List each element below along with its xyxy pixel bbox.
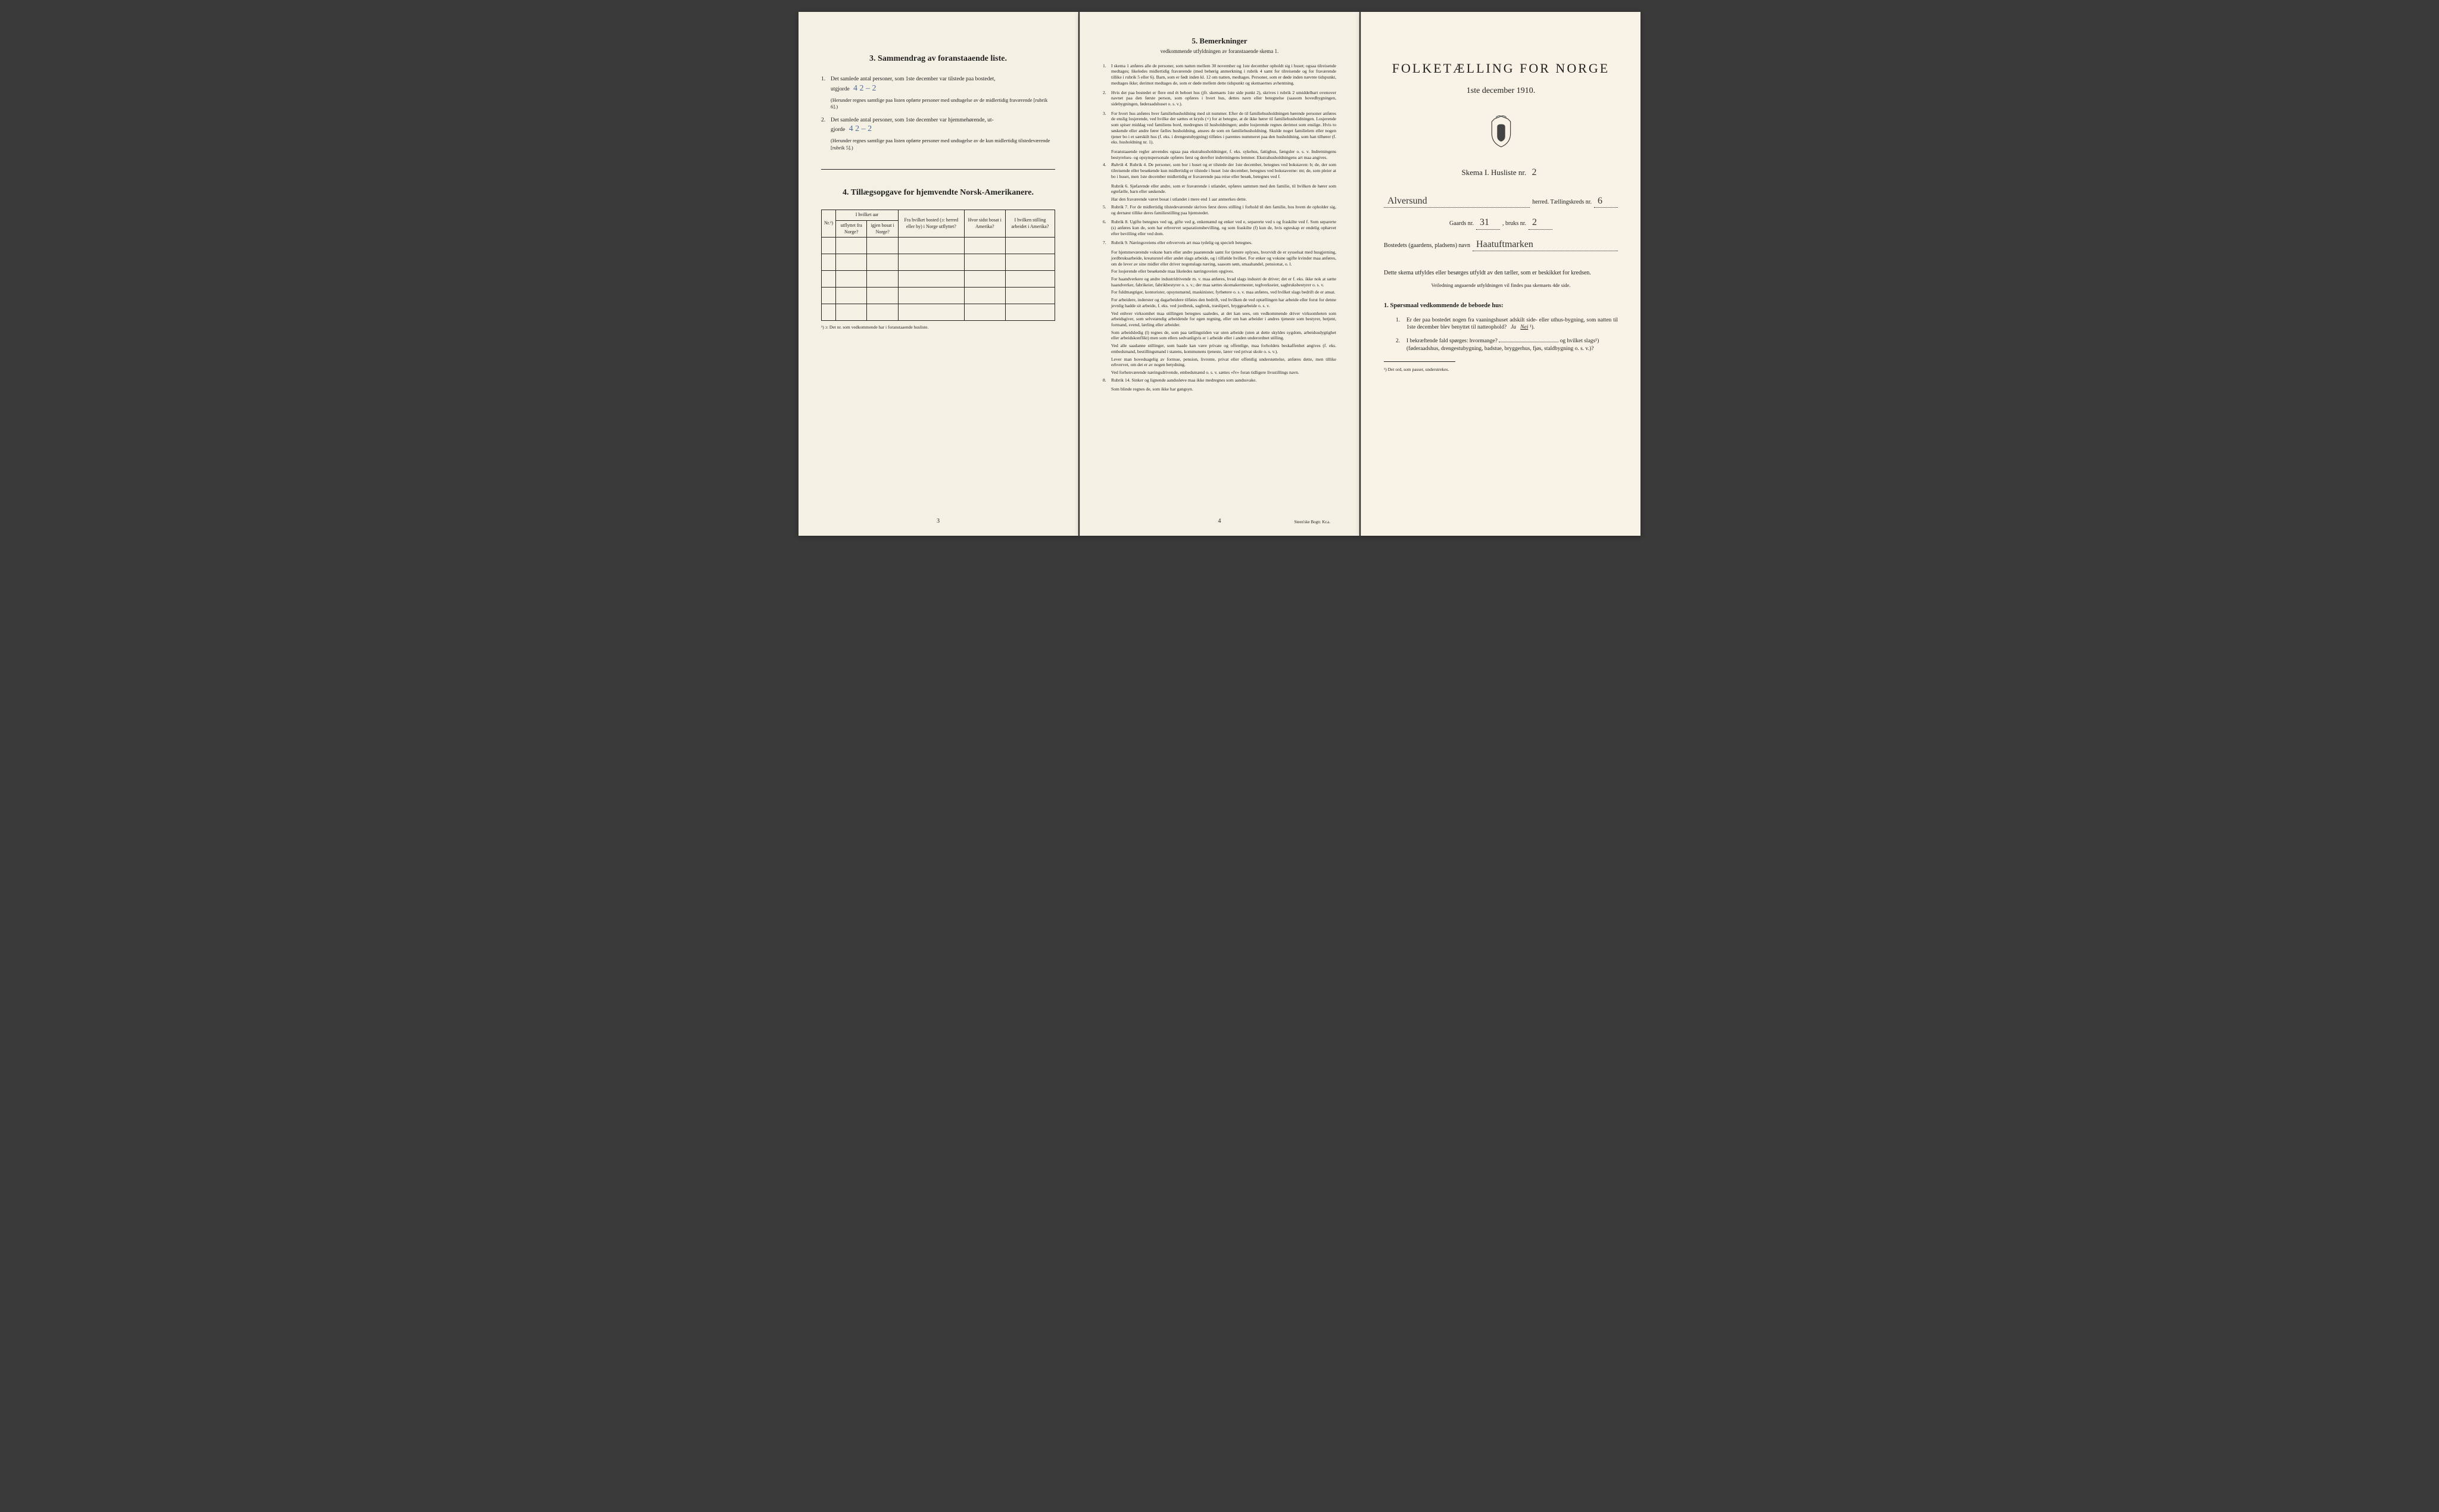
table-row	[822, 304, 1055, 321]
instruction-text: Dette skema utfyldes eller besørges utfy…	[1384, 269, 1618, 277]
divider	[821, 169, 1055, 170]
page-number: 4	[1218, 517, 1221, 526]
col-stilling: I hvilken stilling arbeidet i Amerika?	[1005, 210, 1055, 238]
col-bosat: igjen bosat i Norge?	[867, 220, 899, 238]
skema-line: Skema I. Husliste nr. 2	[1384, 166, 1618, 179]
section-3-title: 3. Sammendrag av foranstaaende liste.	[821, 54, 1055, 65]
col-bosted: Fra hvilket bosted (ɔ: herred eller by) …	[898, 210, 964, 238]
census-date: 1ste december 1910.	[1384, 86, 1618, 97]
printer-mark: Steen'ske Bogtr. Kr.a.	[1294, 520, 1330, 525]
amerikanere-table: Nr.¹) I hvilket aar Fra hvilket bosted (…	[821, 210, 1055, 321]
gaard-line: Gaards nr. 31 , bruks nr. 2	[1384, 216, 1618, 230]
section-5-title: 5. Bemerkninger	[1103, 36, 1336, 46]
question-1: 1. Er der paa bostedet nogen fra vaaning…	[1396, 317, 1618, 332]
bemerkninger-list: 1.I skema 1 anføres alle de personer, so…	[1103, 63, 1336, 393]
table-row	[822, 271, 1055, 288]
herred-value: Alversund	[1384, 195, 1530, 208]
table-footnote: ¹) ɔ: Det nr. som vedkommende har i fora…	[821, 324, 1055, 330]
question-heading: 1. Spørsmaal vedkommende de beboede hus:	[1384, 302, 1618, 310]
census-document: 3. Sammendrag av foranstaaende liste. 1.…	[799, 12, 1640, 536]
coat-of-arms-icon	[1384, 115, 1618, 151]
page-3: 3. Sammendrag av foranstaaende liste. 1.…	[799, 12, 1078, 536]
bosted-value: Haatuftmarken	[1473, 238, 1618, 252]
kreds-nr: 6	[1594, 195, 1618, 208]
col-sidst: Hvor sidst bosat i Amerika?	[964, 210, 1005, 238]
col-aar: I hvilket aar	[836, 210, 899, 221]
main-title: FOLKETÆLLING FOR NORGE	[1384, 60, 1618, 77]
table-row	[822, 238, 1055, 254]
page-cover: FOLKETÆLLING FOR NORGE 1ste december 191…	[1361, 12, 1640, 536]
col-utflyttet: utflyttet fra Norge?	[836, 220, 867, 238]
table-row	[822, 288, 1055, 304]
col-nr: Nr.¹)	[822, 210, 836, 238]
bosted-line: Bostedets (gaardens, pladsens) navn Haat…	[1384, 238, 1618, 252]
footnote-rule	[1384, 361, 1455, 362]
footnote: ¹) Det ord, som passer, understrekes.	[1384, 367, 1618, 373]
herred-line: Alversund herred. Tællingskreds nr. 6	[1384, 195, 1618, 208]
hjemmehorende-count: 4 2 – 2	[847, 124, 875, 133]
summary-item-1: 1. Det samlede antal personer, som 1ste …	[821, 76, 1055, 111]
answer-nei: Nei	[1520, 324, 1528, 330]
tilstede-count: 4 2 – 2	[851, 84, 879, 93]
page-number: 3	[937, 517, 940, 526]
table-row	[822, 254, 1055, 271]
section-4-title: 4. Tillægsopgave for hjemvendte Norsk-Am…	[821, 188, 1055, 199]
instruction-small: Veiledning angaaende utfyldningen vil fi…	[1384, 282, 1618, 289]
page-4: 5. Bemerkninger vedkommende utfyldningen…	[1080, 12, 1359, 536]
gaard-nr: 31	[1476, 216, 1500, 230]
question-2: 2. I bekræftende fald spørges: hvormange…	[1396, 338, 1618, 353]
section-5-subtitle: vedkommende utfyldningen av foranstaaend…	[1103, 48, 1336, 55]
bruks-nr: 2	[1529, 216, 1552, 230]
summary-item-2: 2. Det samlede antal personer, som 1ste …	[821, 117, 1055, 152]
husliste-nr: 2	[1528, 167, 1540, 177]
